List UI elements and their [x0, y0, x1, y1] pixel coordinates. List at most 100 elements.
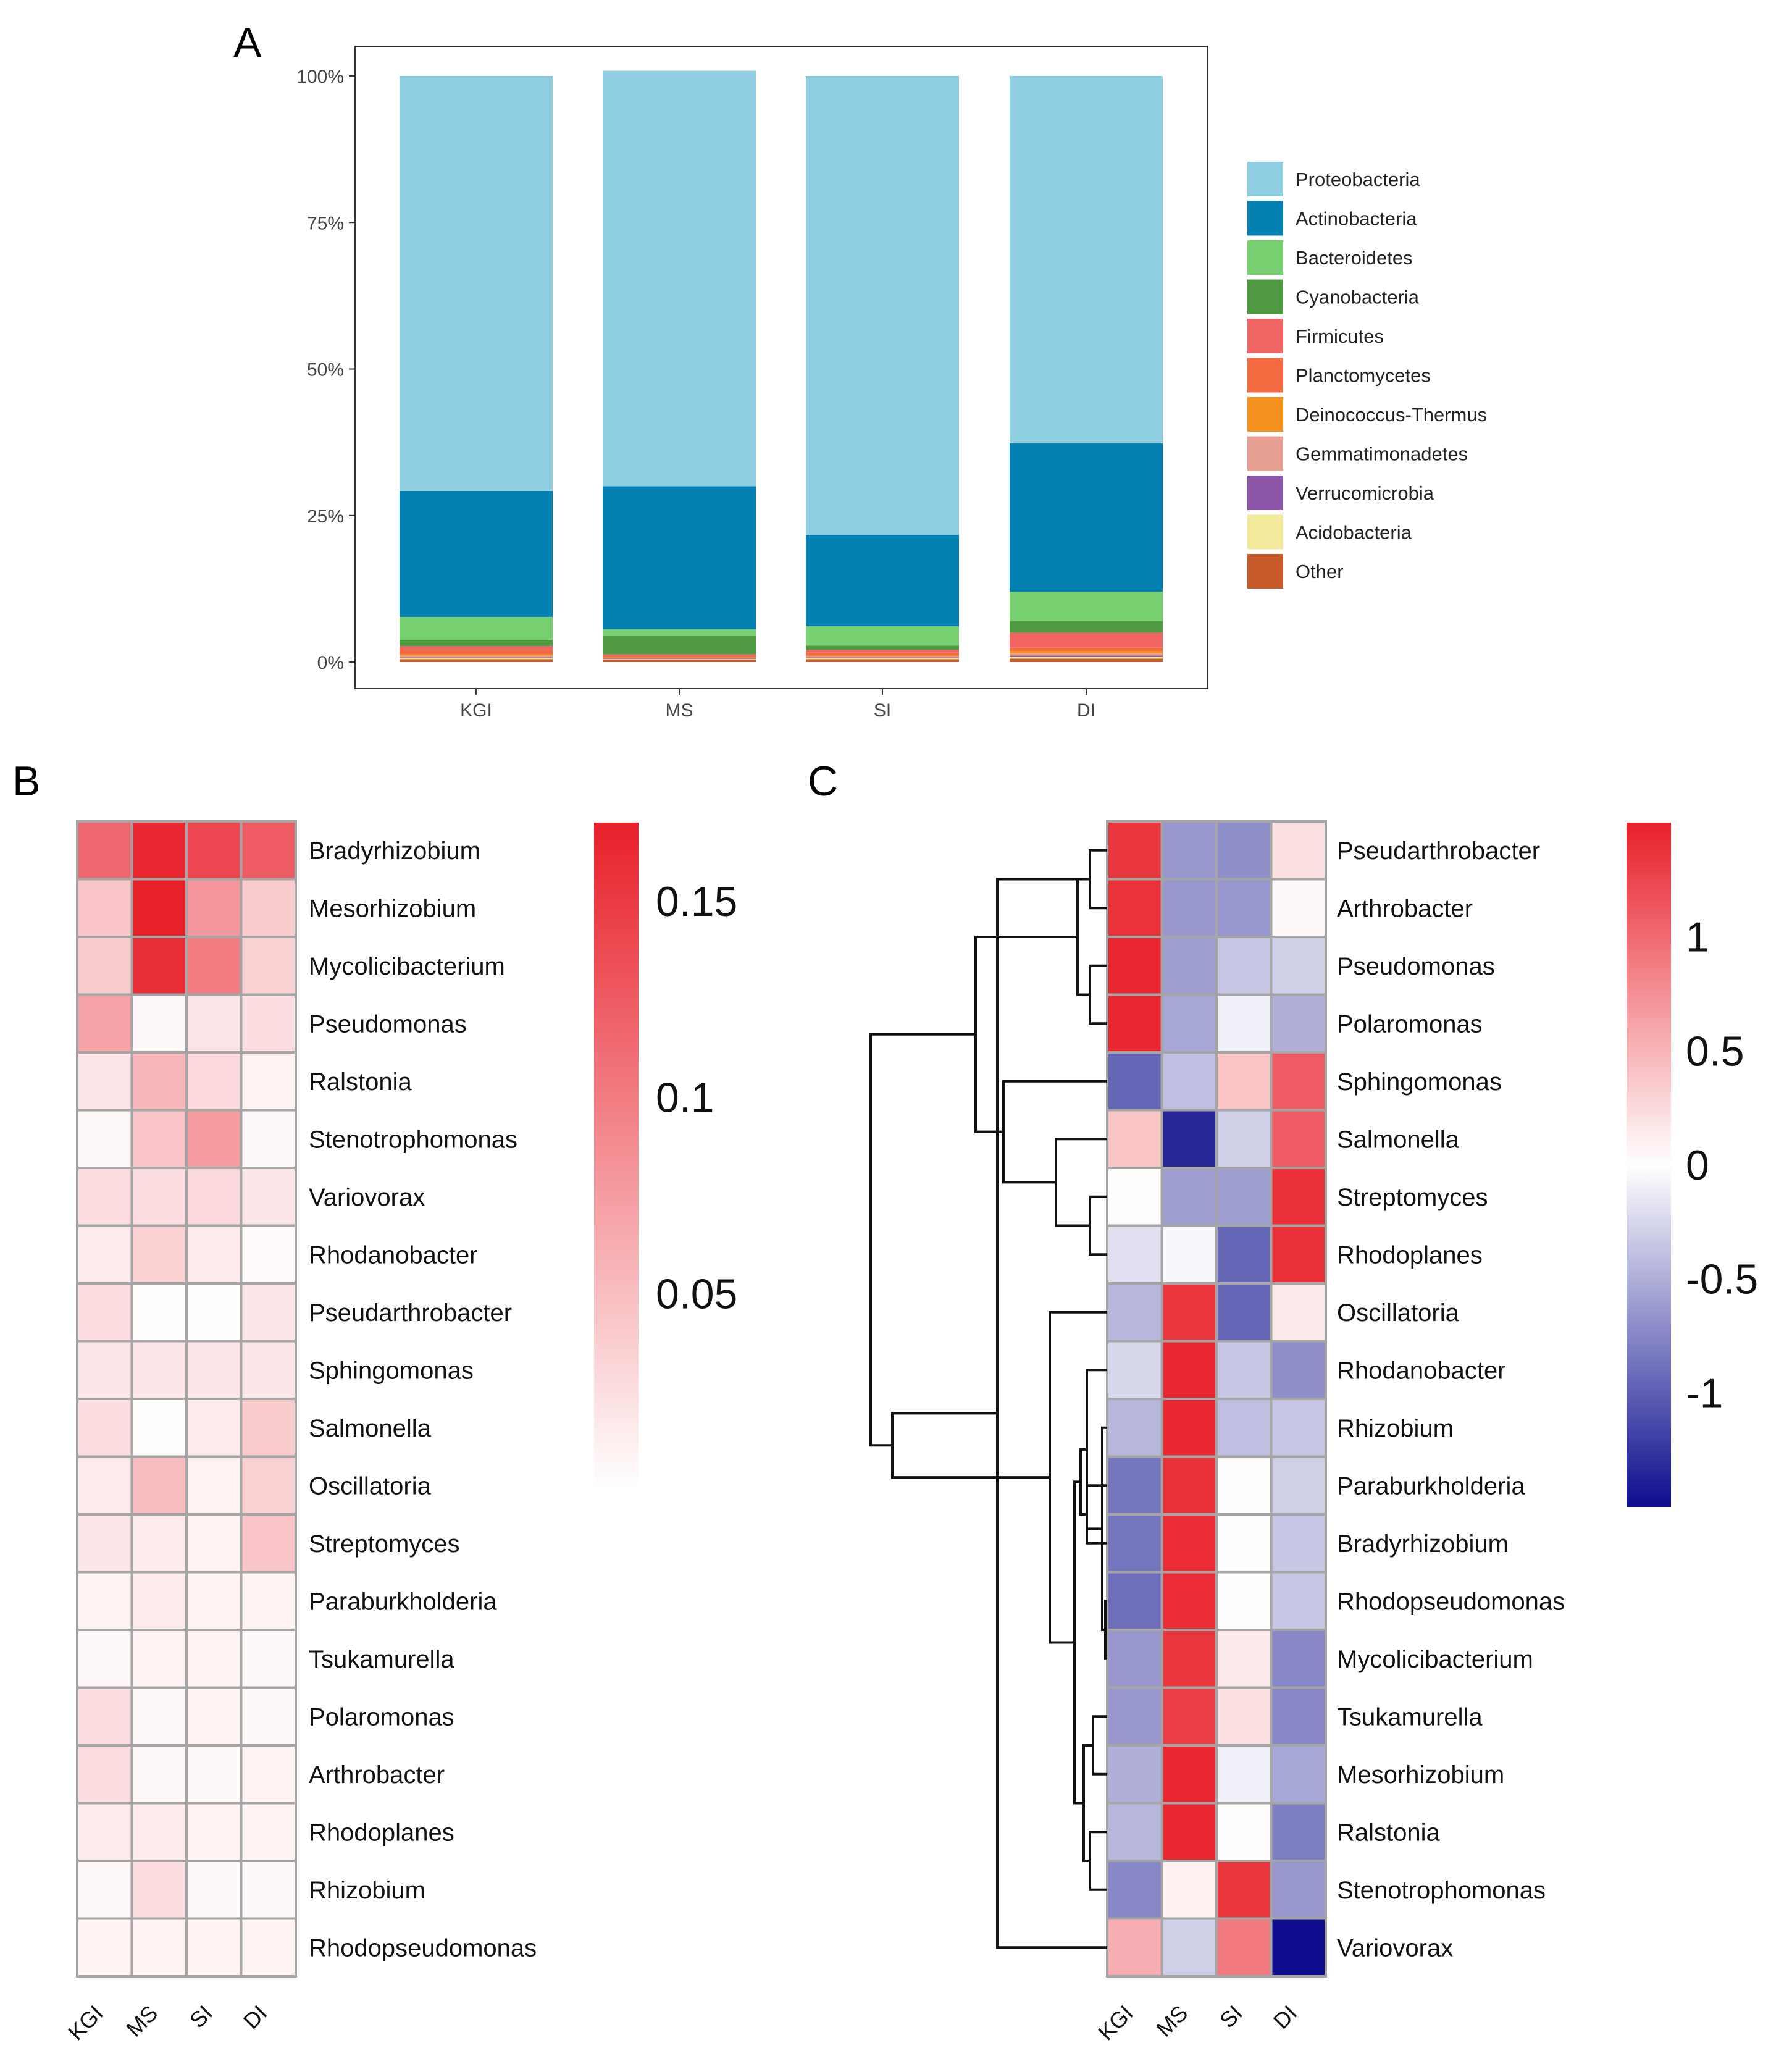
dendrogram-branch [1086, 1369, 1107, 1530]
bar-segment-ms-proteobacteria [603, 70, 756, 487]
heatmap-cell [1215, 1398, 1273, 1458]
heatmap-cell [240, 1398, 297, 1458]
panel-label-a: A [233, 19, 262, 66]
dendrogram-branch [1073, 1480, 1084, 1805]
bar-segment-ms-planctomycetes [603, 656, 756, 658]
bar-segment-si-planctomycetes [806, 652, 959, 656]
heatmap-cell [76, 1744, 133, 1805]
heatmap-cell [1270, 878, 1327, 938]
legend-swatch-deinococcus-thermus [1247, 397, 1283, 432]
heatmap-cell [1160, 820, 1218, 881]
row-label: Rhodoplanes [309, 1819, 454, 1846]
heatmap-cell [76, 878, 133, 938]
row-label: Paraburkholderia [309, 1588, 497, 1615]
legend-swatch-actinobacteria [1247, 201, 1283, 236]
colorbar-tick-label: 1 [1686, 914, 1709, 961]
heatmap-cell [185, 820, 243, 881]
heatmap-cell [1106, 1629, 1163, 1689]
colorbar-tick-label: -1 [1686, 1370, 1723, 1417]
heatmap-cell [1270, 1224, 1327, 1285]
bar-segment-ms-bacteroidetes [603, 629, 756, 636]
heatmap-cell [185, 1571, 243, 1631]
bar-segment-si-gemmatimonadetes [806, 656, 959, 658]
panel-label-b: B [12, 758, 40, 805]
x-tick-label: DI [1077, 700, 1095, 721]
legend-label: Proteobacteria [1296, 169, 1420, 190]
row-label: Sphingomonas [1337, 1068, 1502, 1096]
legend-swatch-bacteroidetes [1247, 240, 1283, 275]
heatmap-cell [130, 1744, 188, 1805]
row-label: Pseudarthrobacter [309, 1299, 512, 1327]
heatmap-cell [130, 1167, 188, 1227]
column-label: SI [1215, 2000, 1247, 2033]
legend-swatch-proteobacteria [1247, 162, 1283, 196]
heatmap-cell [1160, 1167, 1218, 1227]
heatmap-cell [76, 1571, 133, 1631]
colorbar-c [1627, 823, 1671, 1507]
heatmap-cell [1106, 1686, 1163, 1747]
heatmap-cell [76, 993, 133, 1054]
row-label: Rhodanobacter [309, 1241, 478, 1269]
heatmap-cell [130, 820, 188, 881]
heatmap-cell [130, 1398, 188, 1458]
row-label: Rhodopseudomonas [309, 1934, 537, 1961]
heatmap-cell [1270, 1802, 1327, 1862]
bar-segment-di-verrucomicrobia [1010, 655, 1163, 657]
column-label: DI [1268, 2000, 1302, 2034]
heatmap-cell [1270, 1917, 1327, 1978]
heatmap-cell [130, 1340, 188, 1400]
bar-segment-di-cyanobacteria [1010, 621, 1163, 633]
row-label: Oscillatoria [1337, 1299, 1460, 1327]
heatmap-cell [1215, 1860, 1273, 1920]
column-label: MS [1151, 2000, 1192, 2042]
heatmap-cell [1215, 820, 1273, 881]
heatmap-cell [76, 1167, 133, 1227]
dendrogram-branch [996, 878, 1107, 1949]
legend-swatch-other [1247, 554, 1283, 589]
heatmap-cell [240, 1051, 297, 1112]
bar-segment-kgi-acidobacteria [400, 658, 553, 660]
row-label: Salmonella [309, 1415, 432, 1442]
legend-label: Actinobacteria [1296, 208, 1417, 230]
y-tick-label: 75% [307, 213, 344, 233]
heatmap-cell [130, 1051, 188, 1112]
heatmap-cell [130, 1686, 188, 1747]
colorbar-tick-label: 0.15 [656, 878, 737, 925]
heatmap-cell [1160, 878, 1218, 938]
heatmap-cell [240, 1282, 297, 1343]
heatmap-cell [130, 878, 188, 938]
heatmap-cell [185, 1744, 243, 1805]
row-label: Pseudomonas [1337, 953, 1495, 980]
panel-c-clustered-heatmap: Pseudarthrobacter Arthrobacter Pseudomonas… [869, 820, 1758, 2045]
dendrogram-branch [1086, 1484, 1107, 1545]
row-label: Polaromonas [1337, 1010, 1483, 1038]
heatmap-cell [1160, 1051, 1218, 1112]
bar-segment-kgi-deinococcus-thermus [400, 654, 553, 656]
bar-segment-kgi-planctomycetes [400, 650, 553, 655]
heatmap-cell [1215, 1282, 1273, 1343]
legend-swatch-cyanobacteria [1247, 279, 1283, 314]
y-tick-label: 25% [307, 506, 344, 527]
colorbar-tick-label: 0 [1686, 1142, 1709, 1189]
heatmap-cell [185, 1455, 243, 1516]
heatmap-cell [1106, 1860, 1163, 1920]
legend-label: Acidobacteria [1296, 522, 1412, 543]
heatmap-cell [240, 1629, 297, 1689]
bar-segment-si-acidobacteria [806, 658, 959, 660]
x-tick-label: KGI [460, 700, 492, 721]
dendrogram-branch [1089, 1195, 1107, 1256]
dendrogram-branch [869, 1033, 976, 1447]
heatmap-cell [1106, 1224, 1163, 1285]
heatmap-cell [130, 1282, 188, 1343]
dendrogram-branch [1076, 878, 1090, 996]
legend-swatch-acidobacteria [1247, 514, 1283, 550]
heatmap-cell [1270, 1282, 1327, 1343]
heatmap-cell [1215, 1455, 1273, 1516]
row-label: Rhodopseudomonas [1337, 1588, 1565, 1615]
row-label: Ralstonia [1337, 1819, 1441, 1846]
bar-segment-di-actinobacteria [1010, 443, 1163, 592]
legend-label: Verrucomicrobia [1296, 482, 1434, 504]
bar-segment-di-bacteroidetes [1010, 592, 1163, 621]
heatmap-cell [1106, 1455, 1163, 1516]
row-label: Variovorax [1337, 1934, 1453, 1961]
